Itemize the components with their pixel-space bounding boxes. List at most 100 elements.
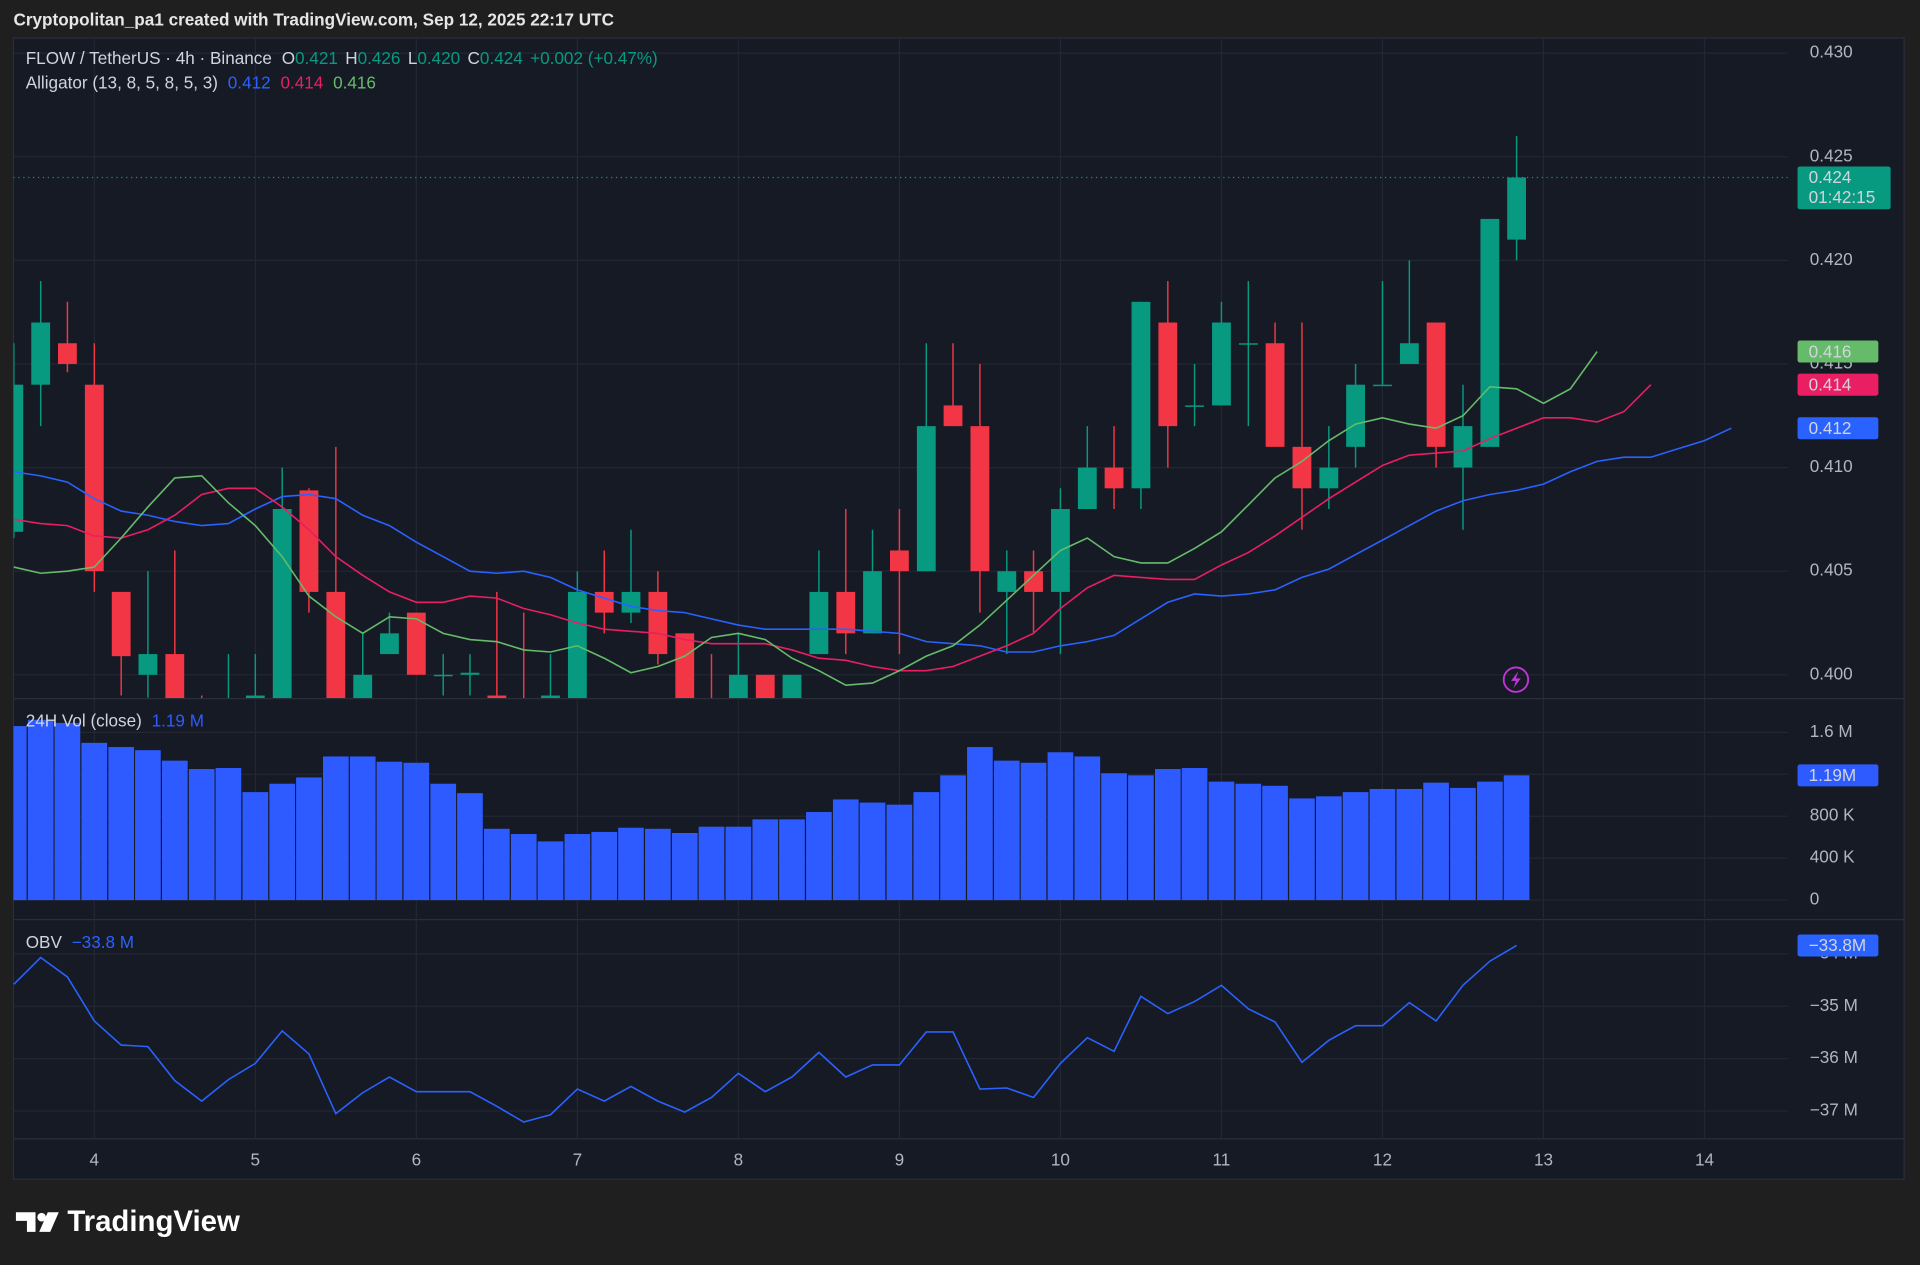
volume-bar [1369,788,1396,901]
candle-body [1024,571,1043,592]
candle-body [380,633,399,655]
candle-body [1185,405,1204,407]
volume-bar [1423,782,1449,901]
volume-bar [510,834,537,901]
volume-bar [1450,787,1476,901]
volume-title: 24H Vol (close) [26,710,142,730]
volume-bar [645,828,671,901]
candle-body [460,672,480,675]
candle-body [406,612,426,675]
volume-bar [188,769,215,901]
candle-body [13,384,24,532]
y-tick-label: 0.420 [1810,249,1853,269]
x-tick-label: 10 [1051,1149,1070,1169]
y-tick-label: 0.405 [1810,560,1853,580]
axes: 0.4000.4050.4100.4150.4200.4250.4300400 … [90,42,1891,1169]
ohlc-value: 0.424 [480,47,523,67]
candle-body [889,550,909,572]
volume-bar [349,756,376,901]
indicator-value: 0.416 [333,72,376,92]
volume-bar [913,792,940,901]
indicator-tag-box [1797,417,1879,440]
candle-body [809,591,829,655]
volume-bar [564,834,591,901]
candle-body [1373,384,1392,387]
candle-body [1507,177,1527,240]
event-icon[interactable] [1502,666,1530,693]
x-tick-label: 4 [90,1149,100,1169]
volume-bar [859,802,886,901]
chart-frame [12,37,1905,1180]
volume-bar [484,828,510,901]
volume-bar [296,777,322,901]
candle-body [57,343,77,364]
volume-bar [1262,785,1288,901]
volume-bar [993,760,1020,901]
candle-body [728,674,748,699]
x-tick-label: 11 [1213,1149,1231,1169]
volume-bar [1396,788,1423,901]
x-tick-label: 5 [251,1149,261,1169]
ohlc-value: 0.420 [417,47,460,67]
obv-tag-box [1797,934,1879,957]
logo-shape [39,1212,59,1232]
y-tick-label: 0.430 [1810,42,1853,62]
volume-bar [779,819,805,901]
volume-bar [1316,796,1342,901]
ohlc-key: H [345,47,357,67]
candle-body [487,695,507,699]
candle-body [863,571,882,634]
volume-bar [671,832,698,901]
volume-bar [1074,756,1101,901]
volume-bar [618,827,644,901]
candle-body [1292,446,1312,489]
candle-body [648,591,668,655]
countdown: 01:42:15 [1809,187,1876,207]
volume-pane [13,719,1530,901]
volume-value: 1.19 M [152,710,204,730]
volume-bar [54,722,81,901]
y-tick-label: 0.410 [1810,456,1853,476]
x-tick-label: 12 [1373,1149,1392,1169]
candle-body [1158,322,1178,427]
obv-pane [13,944,1517,1123]
candle-body [433,674,453,677]
alligator-line [13,351,1598,686]
y-tick-label: 0.400 [1810,663,1853,683]
volume-bar [1503,775,1530,901]
indicator-tag: 0.416 [1809,341,1852,361]
volume-bar [1208,781,1235,901]
obv-line [13,944,1517,1123]
volume-bar [215,767,242,901]
candle-body [621,591,641,613]
y-tick-label: −37 M [1810,1100,1858,1120]
candle-body [755,674,775,699]
x-tick-label: 13 [1534,1149,1553,1169]
candle-body [541,695,560,699]
indicator-tag-box [1797,373,1879,396]
volume-bar [940,775,966,901]
volume-bar [698,826,725,901]
indicator-value: 0.412 [228,72,271,92]
volume-bar [457,793,483,901]
indicator-tag: 0.414 [1809,374,1852,394]
x-tick-label: 8 [734,1149,744,1169]
y-tick-label: 0 [1810,889,1820,909]
candle-body [836,591,856,634]
candle-body [138,654,158,675]
candle-body [1480,218,1500,447]
ohlc-key: L [408,47,418,67]
volume-bar [1101,773,1127,901]
y-tick-label: 400 K [1810,847,1855,867]
volume-bar [1020,762,1047,901]
obv-title: OBV [26,931,63,951]
candle-body [111,591,131,657]
volume-bar [376,761,403,901]
volume-bar [752,819,779,901]
candle-body [1077,467,1097,510]
candle-body [997,571,1017,592]
candle-body [31,322,51,385]
candle-body [943,405,963,427]
volume-bar [430,783,457,901]
